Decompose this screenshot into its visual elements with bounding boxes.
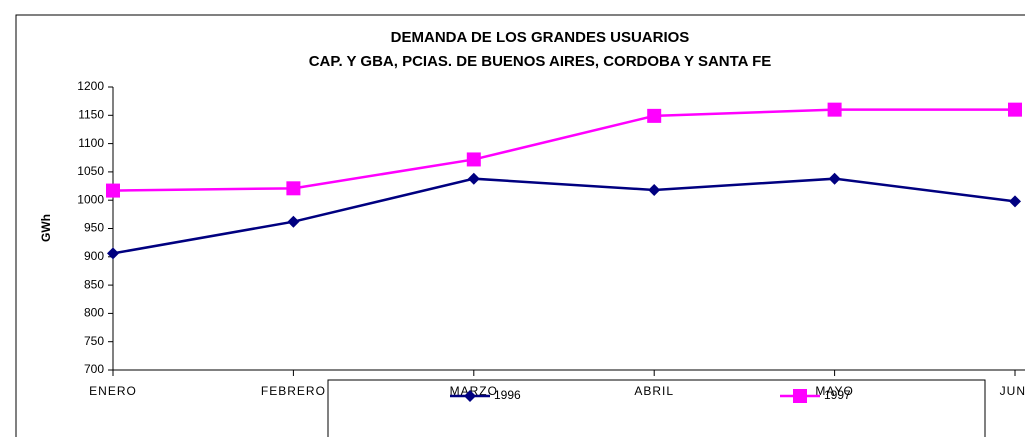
series-line [112,177,1016,255]
y-tick-label: 1100 [78,136,104,150]
point [466,152,481,167]
point [1008,102,1022,117]
x-tick-label: ENERO [89,384,137,398]
point [107,247,119,260]
point [464,390,476,402]
x-tick-label: MAYO [815,384,853,398]
point [827,102,842,117]
legend-label: 1997 [824,388,851,402]
y-tick-label: 1000 [77,192,104,206]
x-tick-label: FEBRERO [261,384,326,398]
chart-subtitle: CAP. Y GBA, PCIAS. DE BUENOS AIRES, CORD… [309,53,772,70]
point [286,181,301,196]
legend-label: 1996 [494,388,521,402]
y-tick-label: 1200 [77,79,104,93]
point [647,108,662,123]
legend-box [327,379,986,437]
y-tick-label: 950 [84,221,104,235]
y-tick-label: 1150 [78,107,104,121]
point [287,215,300,228]
x-tick-label: MARZO [450,384,498,398]
point [648,184,661,197]
y-tick-label: 750 [84,334,104,348]
y-tick-label: 850 [84,277,104,291]
chart-frame [15,14,1025,437]
y-tick-label: 700 [84,362,104,376]
y-tick-label: 900 [84,249,104,263]
point [1009,195,1021,208]
series-line [112,108,1015,192]
point [106,183,120,198]
y-tick-label: 800 [84,306,104,320]
chart-title: DEMANDA DE LOS GRANDES USUARIOS [391,29,690,46]
point [467,172,480,185]
x-tick-label: JUNI [1000,384,1025,398]
x-tick-label: ABRIL [634,384,674,398]
y-tick-label: 1050 [77,164,104,178]
y-axis-label: GWh [39,214,53,242]
point [793,389,807,403]
point [828,172,841,185]
